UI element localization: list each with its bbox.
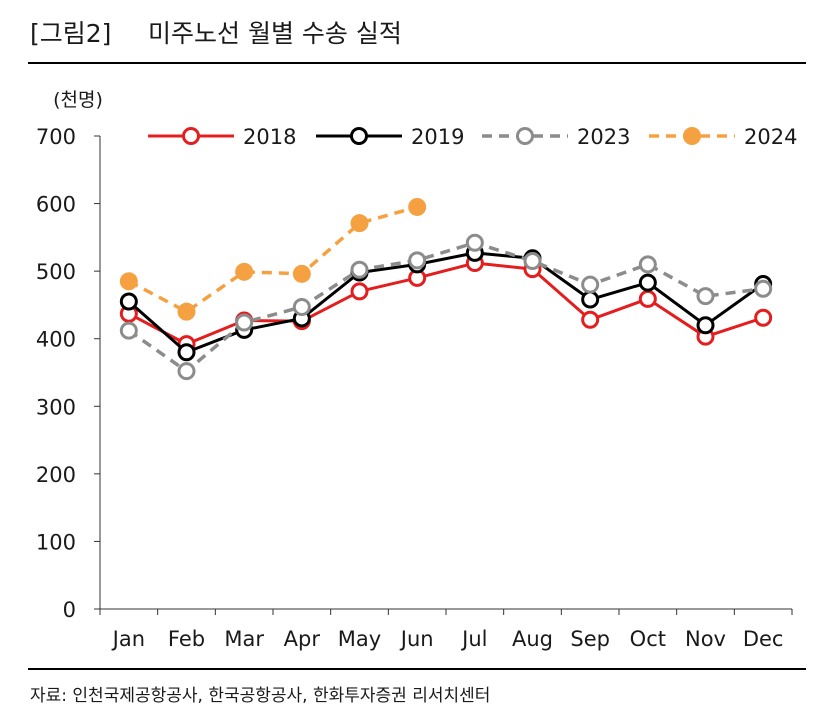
data-point-2024 xyxy=(177,302,196,321)
data-point-2023 xyxy=(292,297,311,316)
legend-item-2018: 2018 xyxy=(148,125,296,149)
series-2018 xyxy=(119,254,773,354)
y-axis-unit: (천명) xyxy=(53,89,103,111)
legend: 2018 2019 2023 2024 xyxy=(148,125,797,149)
x-tick-label: Nov xyxy=(685,627,726,651)
data-point-2023 xyxy=(696,287,715,306)
x-tick-label: Feb xyxy=(168,627,205,651)
top-rule xyxy=(28,62,806,64)
y-tick-label: 600 xyxy=(36,193,76,217)
legend-label: 2018 xyxy=(243,125,296,149)
data-point-2024 xyxy=(292,264,311,283)
y-tick-label: 500 xyxy=(36,260,76,284)
legend-swatch-marker xyxy=(350,127,368,145)
data-point-2018 xyxy=(638,289,657,308)
legend-swatch-marker xyxy=(182,127,200,145)
y-tick-label: 300 xyxy=(36,395,76,419)
legend-swatch-marker xyxy=(516,127,534,145)
data-point-2018 xyxy=(754,308,773,327)
data-point-2023 xyxy=(350,260,369,279)
data-point-2024 xyxy=(350,214,369,233)
x-tick-label: Dec xyxy=(743,627,784,651)
data-point-2023 xyxy=(119,321,138,340)
series-2024 xyxy=(119,197,427,321)
x-tick-label: Oct xyxy=(630,627,666,651)
source-note: 자료: 인천국제공항공사, 한국공항공사, 한화투자증권 리서치센터 xyxy=(30,686,491,706)
data-point-2023 xyxy=(638,255,657,274)
series-line-2024 xyxy=(128,205,418,314)
legend-label: 2024 xyxy=(744,125,797,149)
legend-swatch-marker xyxy=(683,127,701,145)
series-line-2023 xyxy=(127,241,764,373)
x-tick-label: Jul xyxy=(460,627,487,651)
y-tick-label: 700 xyxy=(36,125,76,149)
y-tick-label: 100 xyxy=(36,530,76,554)
legend-item-2023: 2023 xyxy=(482,125,630,149)
data-point-2019 xyxy=(638,273,657,292)
x-tick-label: Sep xyxy=(570,627,610,651)
x-axis: Jan Feb Mar Apr May Jun Jul Aug Sep Oct Nov Dec xyxy=(99,608,793,651)
data-point-2018 xyxy=(581,310,600,329)
x-tick-label: Jan xyxy=(111,627,145,651)
data-point-2024 xyxy=(119,272,138,291)
x-tick-label: Jun xyxy=(399,627,434,651)
data-point-2023 xyxy=(465,233,484,252)
figure-title-row: [그림2] 미주노선 월별 수송 실적 xyxy=(30,14,402,50)
data-point-2023 xyxy=(235,313,254,332)
data-point-2019 xyxy=(581,290,600,309)
data-point-2019 xyxy=(696,316,715,335)
legend-item-2019: 2019 xyxy=(316,125,464,149)
series-2019 xyxy=(119,243,773,362)
data-point-2023 xyxy=(754,279,773,298)
data-point-2018 xyxy=(350,282,369,301)
legend-label: 2023 xyxy=(577,125,630,149)
figure-title: 미주노선 월별 수송 실적 xyxy=(148,19,402,48)
x-tick-label: May xyxy=(338,627,381,651)
y-axis: 0 100 200 300 400 500 600 700 xyxy=(36,125,101,622)
bottom-rule xyxy=(28,668,806,670)
series-lines xyxy=(119,197,773,381)
y-tick-label: 200 xyxy=(36,463,76,487)
data-point-2023 xyxy=(523,252,542,271)
line-chart: 0 100 200 300 400 500 600 700 (천명) Jan Feb Mar Apr… xyxy=(36,89,798,651)
data-point-2023 xyxy=(408,251,427,270)
data-point-2019 xyxy=(119,292,138,311)
x-tick-label: Mar xyxy=(224,627,264,651)
x-tick-label: Apr xyxy=(284,627,321,651)
series-line-2019 xyxy=(127,251,765,354)
series-line-2018 xyxy=(128,261,764,346)
data-point-2023 xyxy=(581,275,600,294)
y-tick-label: 0 xyxy=(63,598,76,622)
legend-item-2024: 2024 xyxy=(649,125,797,149)
figure-label: [그림2] xyxy=(30,19,112,48)
data-point-2023 xyxy=(177,362,196,381)
legend-label: 2019 xyxy=(411,125,464,149)
y-tick-label: 400 xyxy=(36,328,76,352)
series-2023 xyxy=(119,233,773,381)
data-point-2024 xyxy=(408,197,427,216)
data-point-2024 xyxy=(235,262,254,281)
x-tick-label: Aug xyxy=(512,627,553,651)
data-point-2019 xyxy=(177,343,196,362)
